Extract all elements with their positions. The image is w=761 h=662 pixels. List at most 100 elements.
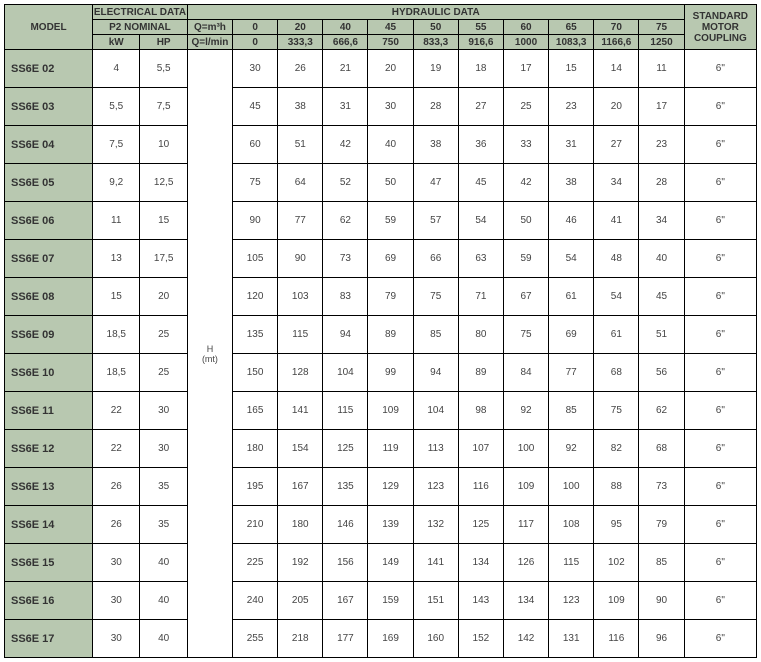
h-value-cell: 33 <box>503 126 548 164</box>
h-value-cell: 20 <box>594 88 639 126</box>
h-value-cell: 54 <box>458 202 503 240</box>
hdr-q-m3h: Q=m³h <box>187 20 232 35</box>
table-row: SS6E 14263521018014613913212511710895796… <box>5 506 757 544</box>
model-cell: SS6E 06 <box>5 202 93 240</box>
hp-cell: 7,5 <box>140 88 187 126</box>
table-row: SS6E 11223016514111510910498928575626" <box>5 392 757 430</box>
table-row: SS6E 0245,5H (mt)302621201918171514116" <box>5 50 757 88</box>
h-value-cell: 169 <box>368 620 413 658</box>
h-value-cell: 73 <box>323 240 368 278</box>
hdr-q0-m3h: 0 <box>233 20 278 35</box>
h-value-cell: 77 <box>549 354 594 392</box>
kw-cell: 11 <box>93 202 140 240</box>
h-value-cell: 34 <box>639 202 684 240</box>
h-value-cell: 17 <box>639 88 684 126</box>
h-value-cell: 30 <box>233 50 278 88</box>
h-value-cell: 146 <box>323 506 368 544</box>
model-cell: SS6E 12 <box>5 430 93 468</box>
kw-cell: 5,5 <box>93 88 140 126</box>
h-value-cell: 107 <box>458 430 503 468</box>
hp-cell: 5,5 <box>140 50 187 88</box>
h-value-cell: 115 <box>323 392 368 430</box>
hdr-q7-m3h: 65 <box>549 20 594 35</box>
h-value-cell: 103 <box>278 278 323 316</box>
model-cell: SS6E 17 <box>5 620 93 658</box>
h-value-cell: 115 <box>549 544 594 582</box>
h-value-cell: 46 <box>549 202 594 240</box>
hp-cell: 35 <box>140 506 187 544</box>
h-value-cell: 60 <box>233 126 278 164</box>
hdr-q3-lmin: 750 <box>368 35 413 50</box>
hp-cell: 12,5 <box>140 164 187 202</box>
hdr-q2-m3h: 40 <box>323 20 368 35</box>
h-value-cell: 69 <box>549 316 594 354</box>
hdr-q6-lmin: 1000 <box>503 35 548 50</box>
table-row: SS6E 0918,52513511594898580756961516" <box>5 316 757 354</box>
h-value-cell: 88 <box>594 468 639 506</box>
hdr-q6-m3h: 60 <box>503 20 548 35</box>
coupling-cell: 6" <box>684 278 756 316</box>
hp-cell: 30 <box>140 392 187 430</box>
coupling-cell: 6" <box>684 582 756 620</box>
hp-cell: 10 <box>140 126 187 164</box>
model-cell: SS6E 03 <box>5 88 93 126</box>
kw-cell: 30 <box>93 544 140 582</box>
h-value-cell: 225 <box>233 544 278 582</box>
h-value-cell: 165 <box>233 392 278 430</box>
h-value-cell: 180 <box>233 430 278 468</box>
coupling-cell: 6" <box>684 126 756 164</box>
h-value-cell: 116 <box>594 620 639 658</box>
h-value-cell: 117 <box>503 506 548 544</box>
h-value-cell: 85 <box>413 316 458 354</box>
hdr-q1-lmin: 333,3 <box>278 35 323 50</box>
h-value-cell: 14 <box>594 50 639 88</box>
h-value-cell: 26 <box>278 50 323 88</box>
h-value-cell: 82 <box>594 430 639 468</box>
h-value-cell: 128 <box>278 354 323 392</box>
kw-cell: 18,5 <box>93 354 140 392</box>
table-row: SS6E 059,212,5756452504745423834286" <box>5 164 757 202</box>
hp-cell: 35 <box>140 468 187 506</box>
h-value-cell: 45 <box>233 88 278 126</box>
kw-cell: 30 <box>93 620 140 658</box>
h-value-cell: 119 <box>368 430 413 468</box>
h-value-cell: 75 <box>413 278 458 316</box>
h-value-cell: 109 <box>503 468 548 506</box>
kw-cell: 22 <box>93 430 140 468</box>
h-value-cell: 113 <box>413 430 458 468</box>
hdr-hp: HP <box>140 35 187 50</box>
h-value-cell: 73 <box>639 468 684 506</box>
h-value-cell: 28 <box>639 164 684 202</box>
h-value-cell: 75 <box>233 164 278 202</box>
h-value-cell: 67 <box>503 278 548 316</box>
h-value-cell: 68 <box>594 354 639 392</box>
kw-cell: 18,5 <box>93 316 140 354</box>
h-value-cell: 139 <box>368 506 413 544</box>
coupling-cell: 6" <box>684 316 756 354</box>
h-value-cell: 71 <box>458 278 503 316</box>
h-value-cell: 51 <box>639 316 684 354</box>
coupling-cell: 6" <box>684 392 756 430</box>
h-value-cell: 167 <box>278 468 323 506</box>
kw-cell: 9,2 <box>93 164 140 202</box>
h-value-cell: 61 <box>549 278 594 316</box>
model-cell: SS6E 05 <box>5 164 93 202</box>
h-value-cell: 34 <box>594 164 639 202</box>
hdr-q0-lmin: 0 <box>233 35 278 50</box>
hp-cell: 15 <box>140 202 187 240</box>
h-value-cell: 36 <box>458 126 503 164</box>
hdr-coupling: STANDARD MOTOR COUPLING <box>684 5 756 50</box>
model-cell: SS6E 08 <box>5 278 93 316</box>
h-value-cell: 23 <box>639 126 684 164</box>
hp-cell: 20 <box>140 278 187 316</box>
h-value-cell: 108 <box>549 506 594 544</box>
h-value-cell: 132 <box>413 506 458 544</box>
h-value-cell: 84 <box>503 354 548 392</box>
h-value-cell: 134 <box>458 544 503 582</box>
h-value-cell: 59 <box>503 240 548 278</box>
h-value-cell: 42 <box>323 126 368 164</box>
h-value-cell: 177 <box>323 620 368 658</box>
h-value-cell: 131 <box>549 620 594 658</box>
h-value-cell: 141 <box>278 392 323 430</box>
hdr-p2nominal: P2 NOMINAL <box>93 20 188 35</box>
